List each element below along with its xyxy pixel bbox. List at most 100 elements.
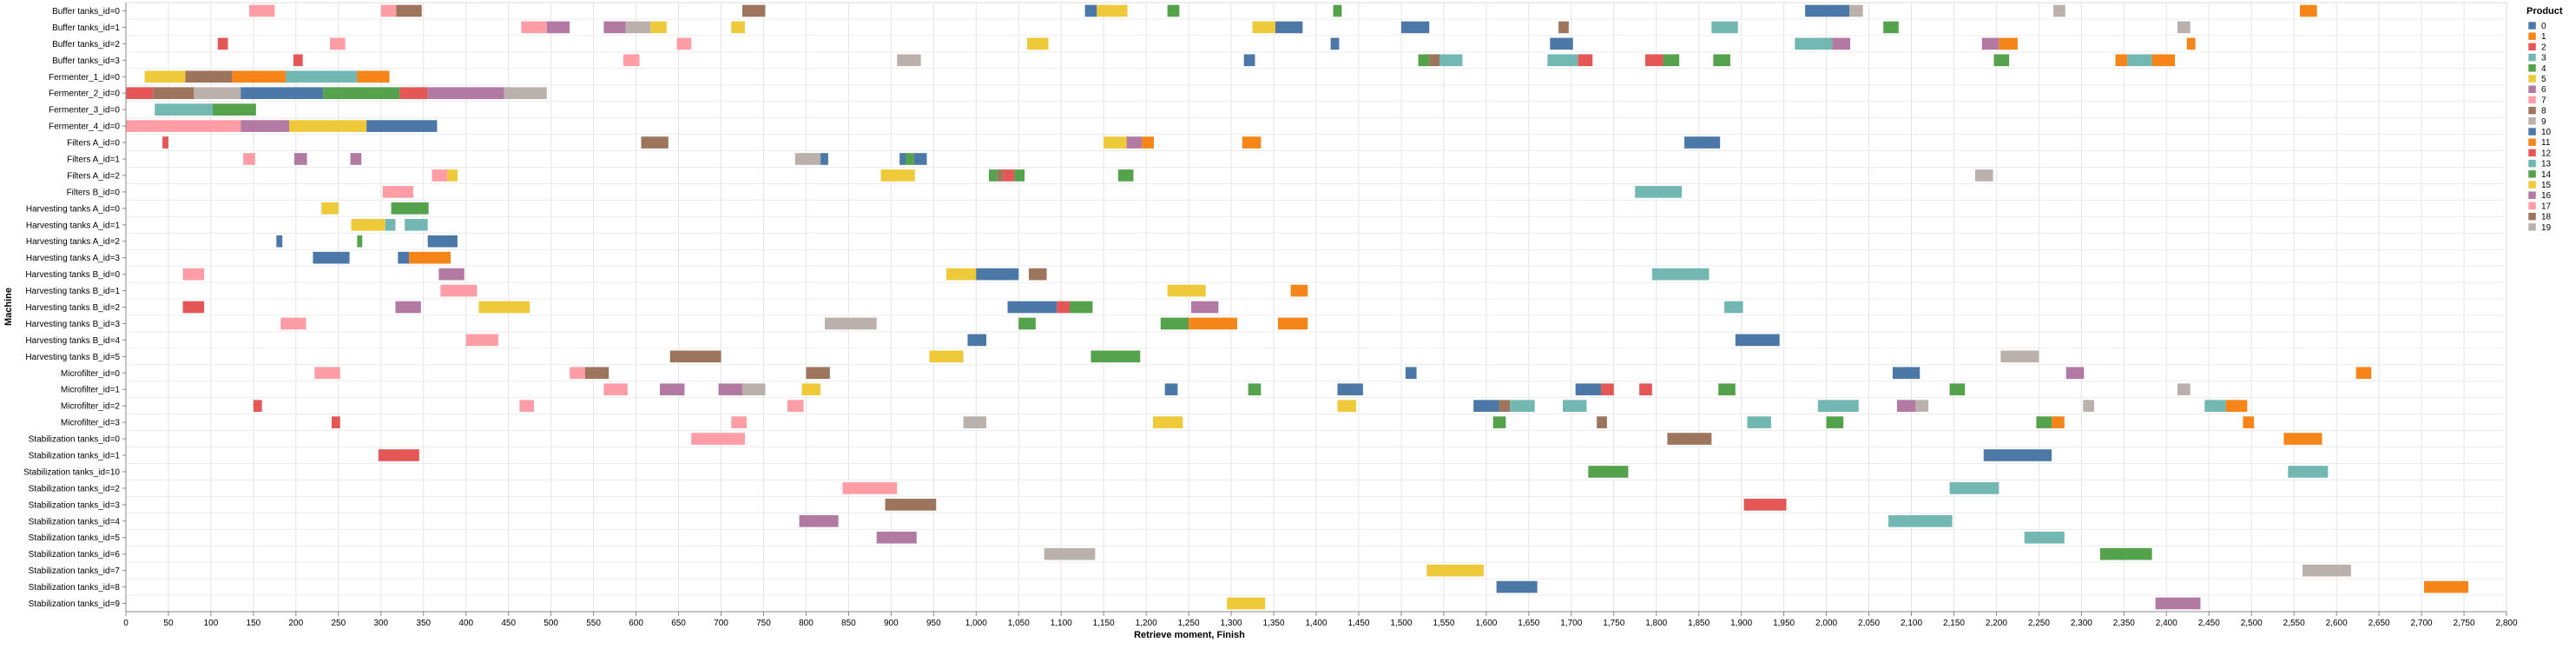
task-bar[interactable] <box>280 317 306 330</box>
task-bar[interactable] <box>676 37 692 50</box>
task-bar[interactable] <box>1167 284 1206 297</box>
task-bar[interactable] <box>1888 514 1953 527</box>
task-bar[interactable] <box>1027 37 1049 50</box>
task-bar[interactable] <box>1892 367 1920 380</box>
task-bar[interactable] <box>240 87 324 100</box>
task-bar[interactable] <box>232 70 287 83</box>
task-bar[interactable] <box>1227 597 1266 610</box>
task-bar[interactable] <box>1330 37 1340 50</box>
task-bar[interactable] <box>447 169 458 182</box>
task-bar[interactable] <box>314 367 340 380</box>
task-bar[interactable] <box>2424 580 2468 593</box>
task-bar[interactable] <box>1981 37 2000 50</box>
task-bar[interactable] <box>293 54 303 67</box>
task-bar[interactable] <box>1167 4 1180 17</box>
task-bar[interactable] <box>1473 400 1499 412</box>
task-bar[interactable] <box>2177 383 2191 396</box>
task-bar[interactable] <box>1974 169 1993 182</box>
task-bar[interactable] <box>1684 136 1721 149</box>
task-bar[interactable] <box>1667 433 1712 445</box>
task-bar[interactable] <box>153 87 194 100</box>
task-bar[interactable] <box>504 87 547 100</box>
task-bar[interactable] <box>650 21 667 34</box>
task-bar[interactable] <box>946 268 977 281</box>
task-bar[interactable] <box>2099 547 2152 560</box>
task-bar[interactable] <box>976 268 1019 281</box>
task-bar[interactable] <box>1337 400 1357 412</box>
task-bar[interactable] <box>1429 54 1440 67</box>
task-bar[interactable] <box>794 153 821 165</box>
task-bar[interactable] <box>1601 383 1614 396</box>
task-bar[interactable] <box>1496 580 1538 593</box>
task-bar[interactable] <box>603 21 626 34</box>
task-bar[interactable] <box>1097 4 1128 17</box>
task-bar[interactable] <box>385 218 396 231</box>
task-bar[interactable] <box>2204 400 2226 412</box>
task-bar[interactable] <box>623 54 640 67</box>
task-bar[interactable] <box>1711 21 1738 34</box>
task-bar[interactable] <box>357 70 390 83</box>
task-bar[interactable] <box>1189 317 1237 330</box>
task-bar[interactable] <box>2225 400 2248 412</box>
task-bar[interactable] <box>276 235 283 248</box>
task-bar[interactable] <box>212 103 256 116</box>
task-bar[interactable] <box>2127 54 2152 67</box>
task-bar[interactable] <box>1999 37 2018 50</box>
task-bar[interactable] <box>2288 466 2329 478</box>
task-bar[interactable] <box>997 169 1004 182</box>
task-bar[interactable] <box>806 367 830 380</box>
task-bar[interactable] <box>427 87 504 100</box>
task-bar[interactable] <box>1743 499 1787 511</box>
task-bar[interactable] <box>842 482 898 494</box>
task-bar[interactable] <box>1160 317 1189 330</box>
task-bar[interactable] <box>1029 268 1047 281</box>
task-bar[interactable] <box>669 350 721 363</box>
task-bar[interactable] <box>432 169 448 182</box>
task-bar[interactable] <box>1007 301 1057 314</box>
task-bar[interactable] <box>1499 400 1511 412</box>
task-bar[interactable] <box>546 21 570 34</box>
task-bar[interactable] <box>1439 54 1463 67</box>
task-bar[interactable] <box>350 153 362 165</box>
task-bar[interactable] <box>2000 350 2039 363</box>
task-bar[interactable] <box>1492 416 1506 428</box>
task-bar[interactable] <box>1713 54 1730 67</box>
task-bar[interactable] <box>382 186 413 198</box>
task-bar[interactable] <box>2177 21 2191 34</box>
task-bar[interactable] <box>395 301 421 314</box>
task-bar[interactable] <box>409 251 451 264</box>
task-bar[interactable] <box>1639 383 1652 396</box>
task-bar[interactable] <box>182 301 205 314</box>
task-bar[interactable] <box>1635 186 1683 198</box>
task-bar[interactable] <box>718 383 742 396</box>
task-bar[interactable] <box>1014 169 1025 182</box>
task-bar[interactable] <box>1849 4 1863 17</box>
task-bar[interactable] <box>217 37 228 50</box>
task-bar[interactable] <box>1896 400 1916 412</box>
task-bar[interactable] <box>1104 136 1127 149</box>
task-bar[interactable] <box>1191 301 1219 314</box>
task-bar[interactable] <box>2024 531 2065 544</box>
task-bar[interactable] <box>967 334 987 347</box>
task-bar[interactable] <box>1817 400 1859 412</box>
task-bar[interactable] <box>1126 136 1143 149</box>
task-bar[interactable] <box>398 251 410 264</box>
task-bar[interactable] <box>144 70 186 83</box>
task-bar[interactable] <box>1949 383 1966 396</box>
task-bar[interactable] <box>899 153 906 165</box>
task-bar[interactable] <box>1597 416 1607 428</box>
task-bar[interactable] <box>2052 416 2065 428</box>
task-bar[interactable] <box>1275 21 1303 34</box>
task-bar[interactable] <box>929 350 964 363</box>
task-bar[interactable] <box>1832 37 1850 50</box>
task-bar[interactable] <box>1724 301 1743 314</box>
task-bar[interactable] <box>584 367 609 380</box>
task-bar[interactable] <box>1252 21 1275 34</box>
task-bar[interactable] <box>289 120 367 132</box>
task-bar[interactable] <box>741 4 766 17</box>
task-bar[interactable] <box>1795 37 1833 50</box>
task-bar[interactable] <box>787 400 804 412</box>
task-bar[interactable] <box>1805 4 1850 17</box>
task-bar[interactable] <box>1558 21 1569 34</box>
task-bar[interactable] <box>2355 367 2372 380</box>
